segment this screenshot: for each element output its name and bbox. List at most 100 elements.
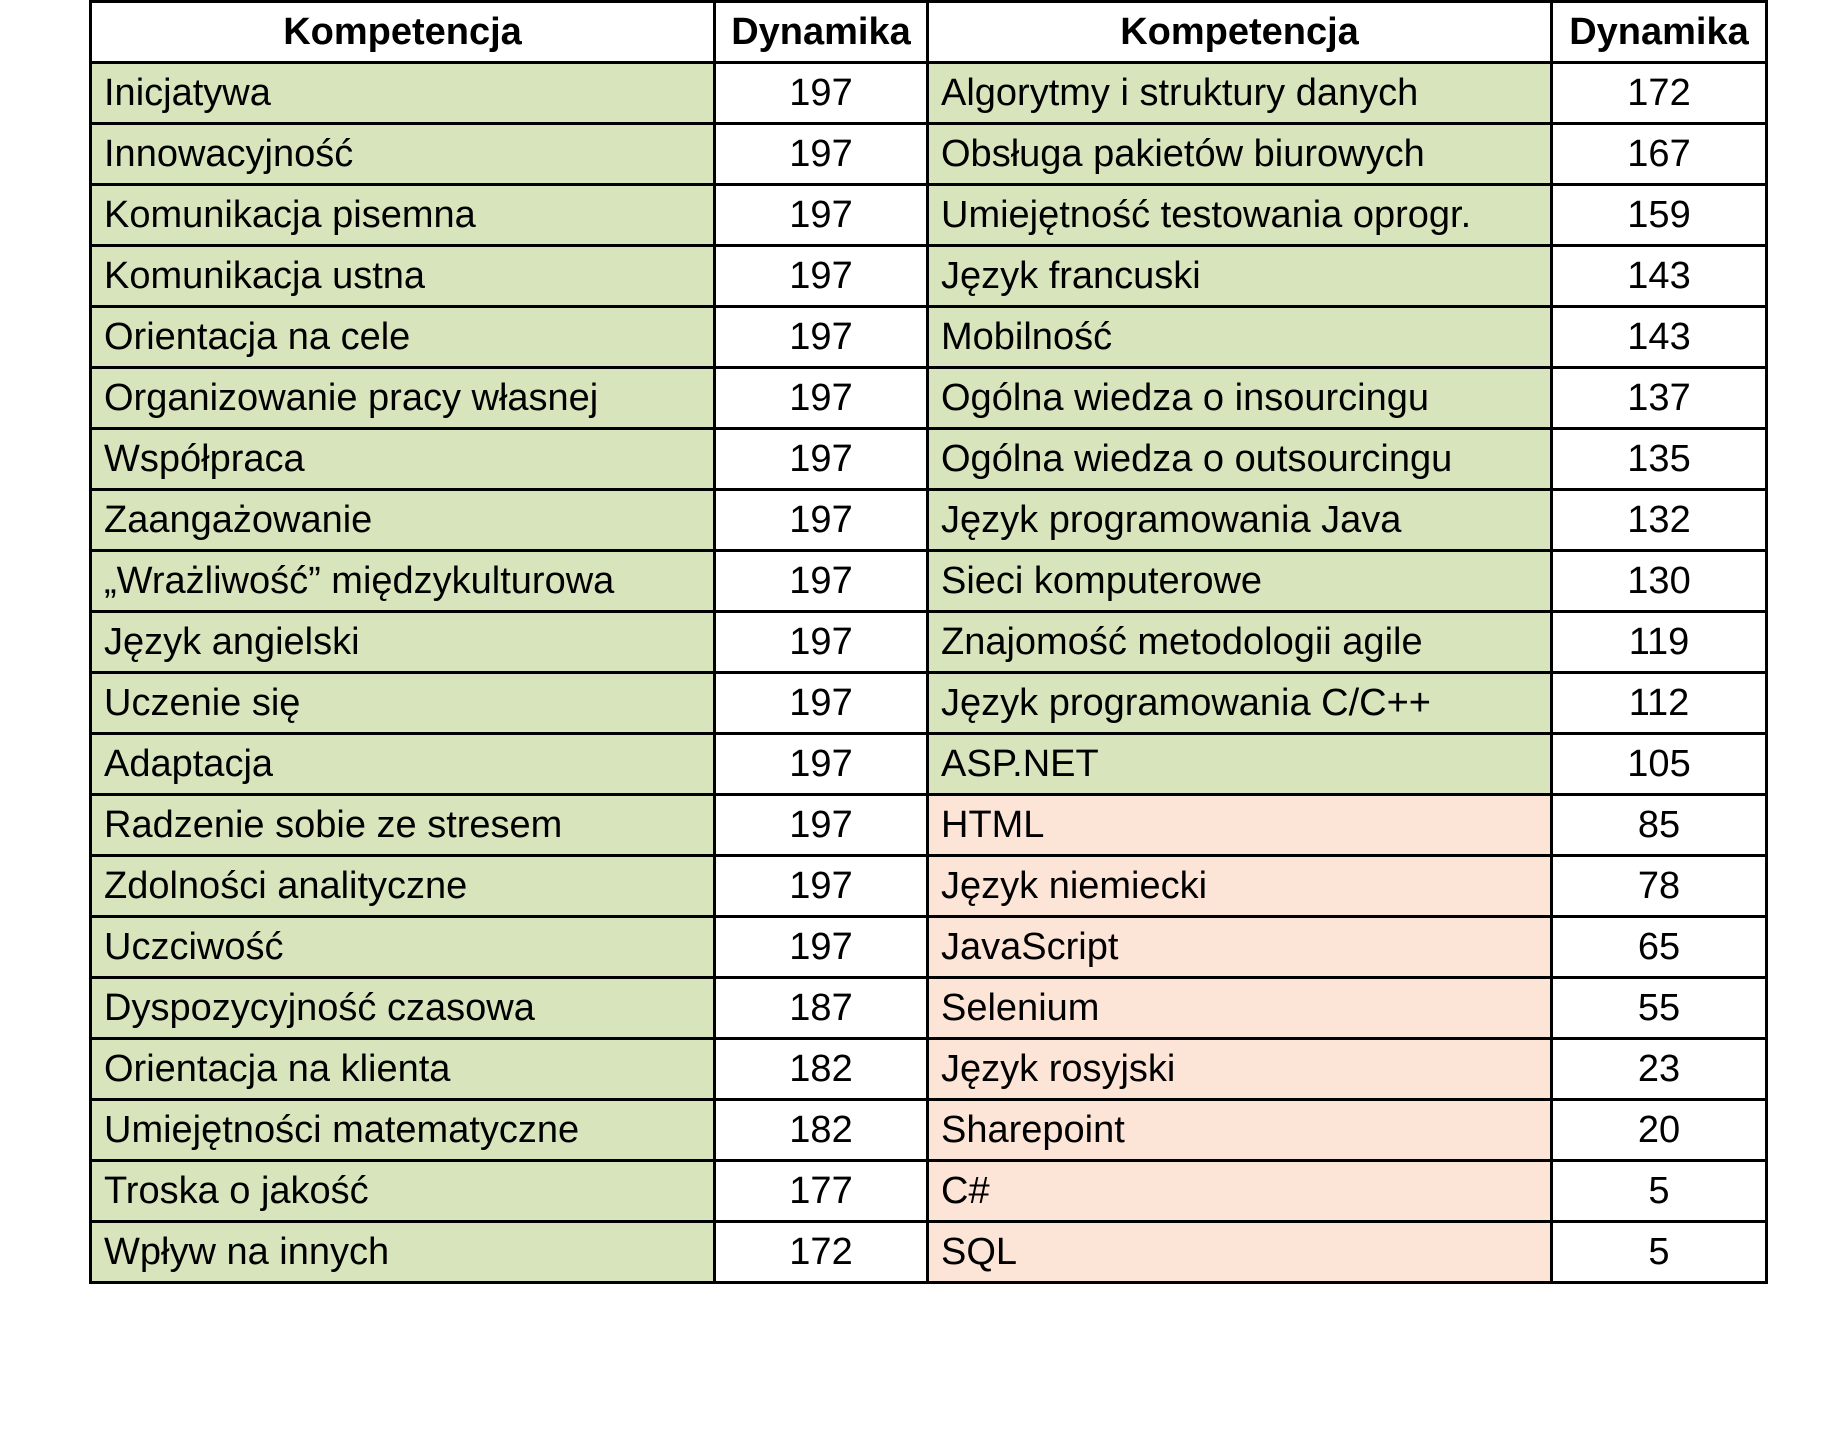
left-competency-cell: Komunikacja pisemna (89, 183, 716, 247)
left-dynamics-cell: 197 (713, 915, 929, 979)
right-dynamics-cell: 143 (1550, 305, 1768, 369)
right-dynamics-cell: 5 (1550, 1220, 1768, 1284)
table-row: „Wrażliwość” międzykulturowa 197 Sieci kom… (89, 549, 1768, 613)
table-row: Orientacja na cele 197 Mobilność 143 (89, 305, 1768, 369)
right-competency-cell: ASP.NET (926, 732, 1553, 796)
right-dynamics-cell: 55 (1550, 976, 1768, 1040)
right-competency-cell: Selenium (926, 976, 1553, 1040)
left-competency-cell: Troska o jakość (89, 1159, 716, 1223)
table-row: Współpraca 197 Ogólna wiedza o outsourcing… (89, 427, 1768, 491)
left-competency-cell: Zdolności analityczne (89, 854, 716, 918)
left-dynamics-cell: 197 (713, 854, 929, 918)
header-competency-right: Kompetencja (926, 0, 1553, 64)
right-competency-cell: Język programowania Java (926, 488, 1553, 552)
left-dynamics-cell: 197 (713, 122, 929, 186)
right-dynamics-cell: 132 (1550, 488, 1768, 552)
right-competency-cell: SQL (926, 1220, 1553, 1284)
left-dynamics-cell: 172 (713, 1220, 929, 1284)
table-row: Radzenie sobie ze stresem 197 HTML 85 (89, 793, 1768, 857)
left-dynamics-cell: 197 (713, 488, 929, 552)
right-competency-cell: Ogólna wiedza o outsourcingu (926, 427, 1553, 491)
left-dynamics-cell: 187 (713, 976, 929, 1040)
left-dynamics-cell: 197 (713, 427, 929, 491)
table-row: Troska o jakość 177 C# 5 (89, 1159, 1768, 1223)
left-competency-cell: Orientacja na cele (89, 305, 716, 369)
table-row: Umiejętności matematyczne 182 Sharepoint 20 (89, 1098, 1768, 1162)
left-competency-cell: Umiejętności matematyczne (89, 1098, 716, 1162)
right-dynamics-cell: 143 (1550, 244, 1768, 308)
right-dynamics-cell: 65 (1550, 915, 1768, 979)
left-dynamics-cell: 197 (713, 244, 929, 308)
competency-table: Kompetencja Dynamika Kompetencja Dynamik… (89, 0, 1768, 1284)
table-row: Wpływ na innych 172 SQL 5 (89, 1220, 1768, 1284)
left-competency-cell: Współpraca (89, 427, 716, 491)
right-competency-cell: C# (926, 1159, 1553, 1223)
right-dynamics-cell: 5 (1550, 1159, 1768, 1223)
right-dynamics-cell: 23 (1550, 1037, 1768, 1101)
right-dynamics-cell: 119 (1550, 610, 1768, 674)
left-competency-cell: Wpływ na innych (89, 1220, 716, 1284)
left-competency-cell: Komunikacja ustna (89, 244, 716, 308)
left-competency-cell: Radzenie sobie ze stresem (89, 793, 716, 857)
right-dynamics-cell: 172 (1550, 61, 1768, 125)
right-competency-cell: Sharepoint (926, 1098, 1553, 1162)
table-row: Zaangażowanie 197 Język programowania Java… (89, 488, 1768, 552)
right-competency-cell: Obsługa pakietów biurowych (926, 122, 1553, 186)
right-dynamics-cell: 135 (1550, 427, 1768, 491)
left-dynamics-cell: 197 (713, 549, 929, 613)
left-competency-cell: Organizowanie pracy własnej (89, 366, 716, 430)
table-row: Komunikacja pisemna 197 Umiejętność testow… (89, 183, 1768, 247)
table-row: Innowacyjność 197 Obsługa pakietów biurowy… (89, 122, 1768, 186)
left-dynamics-cell: 182 (713, 1098, 929, 1162)
right-competency-cell: Język rosyjski (926, 1037, 1553, 1101)
table-body: Inicjatywa 197 Algorytmy i struktury danyc… (89, 61, 1768, 1284)
table-row: Dyspozycyjność czasowa 187 Selenium 55 (89, 976, 1768, 1040)
right-competency-cell: Język programowania C/C++ (926, 671, 1553, 735)
right-dynamics-cell: 20 (1550, 1098, 1768, 1162)
table-row: Organizowanie pracy własnej 197 Ogólna wie… (89, 366, 1768, 430)
left-dynamics-cell: 177 (713, 1159, 929, 1223)
left-dynamics-cell: 197 (713, 732, 929, 796)
header-competency-left: Kompetencja (89, 0, 716, 64)
left-competency-cell: Zaangażowanie (89, 488, 716, 552)
left-competency-cell: Inicjatywa (89, 61, 716, 125)
header-dynamics-right: Dynamika (1550, 0, 1768, 64)
left-competency-cell: Orientacja na klienta (89, 1037, 716, 1101)
right-dynamics-cell: 85 (1550, 793, 1768, 857)
right-competency-cell: Język niemiecki (926, 854, 1553, 918)
left-dynamics-cell: 197 (713, 61, 929, 125)
left-competency-cell: Adaptacja (89, 732, 716, 796)
right-dynamics-cell: 130 (1550, 549, 1768, 613)
left-competency-cell: Dyspozycyjność czasowa (89, 976, 716, 1040)
header-dynamics-left: Dynamika (713, 0, 929, 64)
table-header: Kompetencja Dynamika Kompetencja Dynamik… (89, 0, 1768, 64)
left-dynamics-cell: 197 (713, 183, 929, 247)
left-dynamics-cell: 182 (713, 1037, 929, 1101)
table-row: Orientacja na klienta 182 Język rosyjski 23 (89, 1037, 1768, 1101)
table-row: Uczenie się 197 Język programowania C/C++ 1… (89, 671, 1768, 735)
right-dynamics-cell: 112 (1550, 671, 1768, 735)
table-row: Komunikacja ustna 197 Język francuski 143 (89, 244, 1768, 308)
table-row: Język angielski 197 Znajomość metodologii … (89, 610, 1768, 674)
right-competency-cell: Algorytmy i struktury danych (926, 61, 1553, 125)
left-competency-cell: Uczciwość (89, 915, 716, 979)
right-dynamics-cell: 167 (1550, 122, 1768, 186)
left-dynamics-cell: 197 (713, 366, 929, 430)
header-row: Kompetencja Dynamika Kompetencja Dynamik… (89, 0, 1768, 64)
left-dynamics-cell: 197 (713, 793, 929, 857)
left-competency-cell: Język angielski (89, 610, 716, 674)
right-competency-cell: Sieci komputerowe (926, 549, 1553, 613)
left-competency-cell: Innowacyjność (89, 122, 716, 186)
right-dynamics-cell: 137 (1550, 366, 1768, 430)
table-row: Adaptacja 197 ASP.NET 105 (89, 732, 1768, 796)
left-competency-cell: „Wrażliwość” międzykulturowa (89, 549, 716, 613)
left-dynamics-cell: 197 (713, 305, 929, 369)
right-competency-cell: Mobilność (926, 305, 1553, 369)
right-competency-cell: Umiejętność testowania oprogr. (926, 183, 1553, 247)
right-competency-cell: JavaScript (926, 915, 1553, 979)
left-competency-cell: Uczenie się (89, 671, 716, 735)
right-dynamics-cell: 105 (1550, 732, 1768, 796)
right-competency-cell: Znajomość metodologii agile (926, 610, 1553, 674)
right-dynamics-cell: 159 (1550, 183, 1768, 247)
right-competency-cell: HTML (926, 793, 1553, 857)
